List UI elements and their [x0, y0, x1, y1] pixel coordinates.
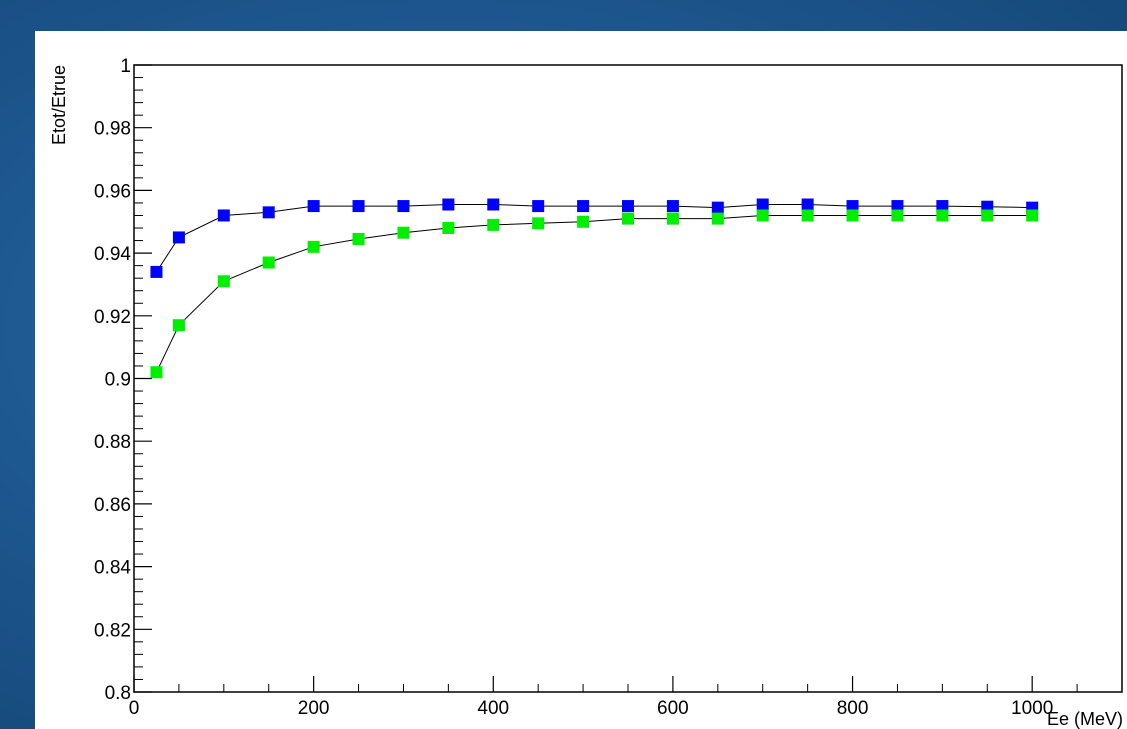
series-2-line [156, 215, 1033, 373]
y-tick-label: 0.82 [94, 620, 131, 641]
y-tick-label: 0.8 [105, 683, 131, 704]
series-2-point [846, 209, 859, 222]
series-1-point [891, 200, 904, 213]
x-tick-label: 200 [298, 698, 330, 719]
series-2-point [397, 226, 410, 239]
series-1-point [846, 200, 859, 213]
series-layer [150, 198, 1039, 379]
series-2-point [150, 366, 163, 379]
series-1-point [801, 198, 814, 211]
series-2-point [577, 215, 590, 228]
series-1-point [487, 198, 500, 211]
series-1-point [150, 265, 163, 278]
series-1-point [711, 201, 724, 214]
plot-frame [133, 64, 1123, 693]
series-2-point [487, 218, 500, 231]
x-tick-label: 1000 [1011, 698, 1053, 719]
series-2-point [352, 232, 365, 245]
series-2-point [217, 275, 230, 288]
x-tick-label: 0 [129, 698, 140, 719]
series-2-point [981, 209, 994, 222]
series-1-point [622, 200, 634, 213]
series-1-point [756, 198, 769, 211]
series-2-point [891, 209, 904, 222]
y-tick-label: 0.98 [94, 119, 131, 140]
series-1-point [352, 200, 365, 213]
series-2-point [262, 256, 275, 269]
series-2-point [1026, 209, 1039, 222]
series-2-point [172, 319, 185, 332]
series-2-point [442, 222, 455, 235]
series-2-point [711, 212, 724, 225]
series-1-point [577, 200, 590, 213]
chart-svg: 0 200 400 600 800 1000 0.8 0.82 0.84 0.86 0.88 0.9 0… [49, 56, 1123, 729]
x-axis-label: Ee (MeV) [1047, 709, 1123, 729]
series-1-point [936, 200, 949, 213]
x-tick-label: 400 [477, 698, 509, 719]
y-axis-label: Etot/Etrue [49, 65, 69, 145]
series-1-point [442, 198, 455, 211]
series-1-point [307, 200, 320, 213]
series-1-point [532, 200, 545, 213]
series-2-point [756, 209, 769, 222]
x-tick-label: 600 [657, 698, 689, 719]
series-1-point [262, 206, 275, 219]
series-2-point [307, 240, 320, 253]
y-tick-label: 0.86 [94, 495, 131, 516]
series-2-point [622, 212, 634, 225]
y-tick-label: 0.88 [94, 432, 131, 453]
plot-canvas: 0 200 400 600 800 1000 0.8 0.82 0.84 0.86 0.88 0.9 0… [35, 31, 1127, 729]
series-1-point [217, 209, 230, 222]
series-1-point [172, 231, 185, 244]
series-2-point [801, 209, 814, 222]
y-tick-label: 0.94 [94, 244, 131, 265]
y-tick-label: 0.96 [94, 181, 131, 202]
y-tick-label: 0.84 [94, 558, 131, 579]
series-1-point [397, 200, 410, 213]
y-tick-label: 0.9 [105, 370, 131, 391]
series-2-point [666, 212, 679, 225]
y-tick-label: 1 [120, 56, 131, 77]
series-2-point [936, 209, 949, 222]
series-2-point [532, 217, 545, 230]
series-1-point [666, 200, 679, 213]
axes-layer: 0 200 400 600 800 1000 0.8 0.82 0.84 0.86 0.88 0.9 0… [94, 56, 1078, 719]
y-tick-label: 0.92 [94, 307, 131, 328]
x-tick-label: 800 [837, 698, 869, 719]
